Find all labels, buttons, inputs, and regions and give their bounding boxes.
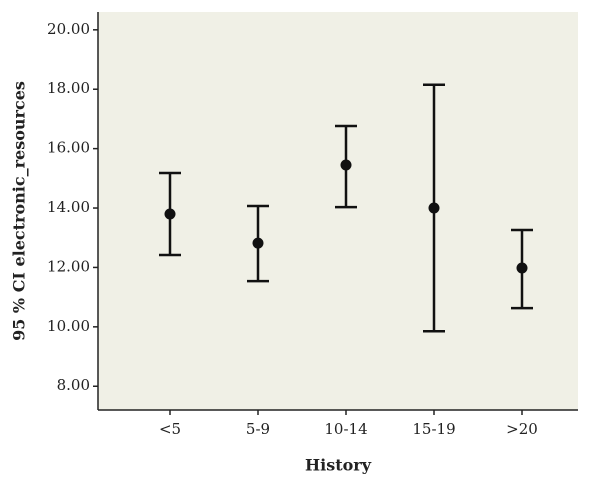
mean-point [340, 159, 352, 171]
plot-area [98, 12, 578, 410]
y-tick-label: 8.00 [57, 376, 90, 394]
mean-point [428, 202, 440, 214]
y-tick-label: 14.00 [47, 198, 90, 216]
mean-point [164, 208, 176, 220]
x-tick-label: >20 [506, 420, 538, 438]
x-tick-label: 10-14 [324, 420, 367, 438]
x-axis-title: History [305, 456, 372, 475]
mean-point [516, 262, 528, 274]
x-tick-label: <5 [159, 420, 181, 438]
y-axis-title: 95 % CI electronic_resources [10, 81, 29, 341]
y-tick-label: 20.00 [47, 20, 90, 38]
x-tick-label: 5-9 [246, 420, 270, 438]
y-tick-label: 18.00 [47, 79, 90, 97]
y-tick-label: 12.00 [47, 257, 90, 275]
y-tick-label: 10.00 [47, 317, 90, 335]
mean-point [252, 237, 264, 249]
x-tick-label: 15-19 [412, 420, 455, 438]
y-tick-label: 16.00 [47, 139, 90, 157]
